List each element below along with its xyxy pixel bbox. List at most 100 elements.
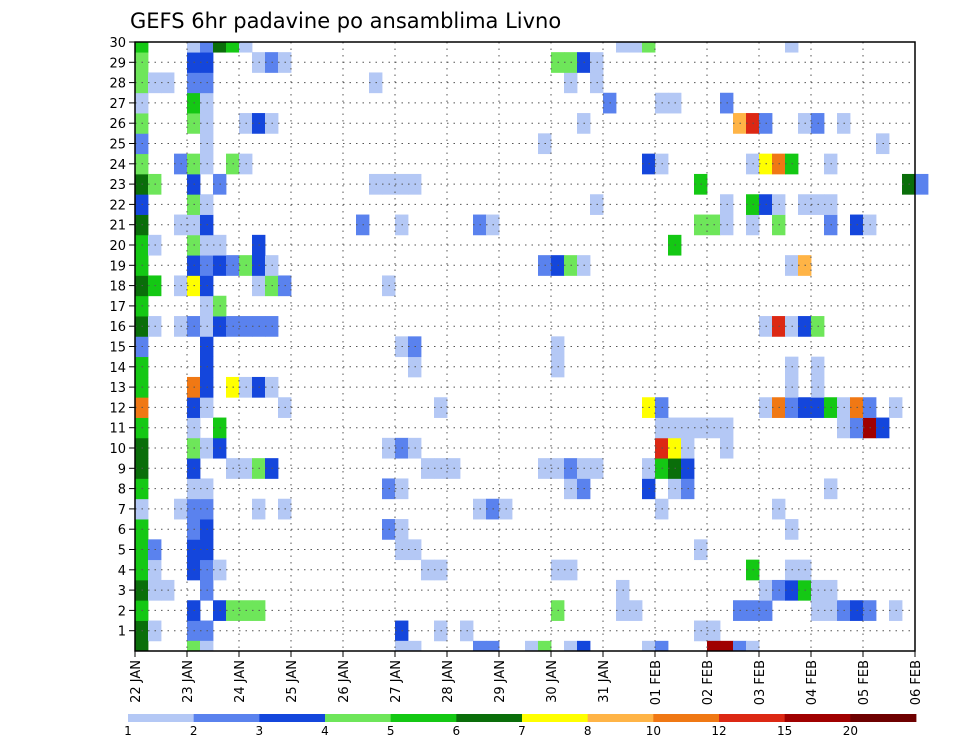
heatmap-cell [642, 640, 656, 652]
heatmap-cell [408, 640, 422, 652]
y-tick-label: 25 [109, 138, 126, 153]
heatmap-cell [187, 42, 201, 53]
legend-swatch [850, 714, 917, 722]
heatmap-cell [720, 640, 734, 652]
legend-swatch [193, 714, 260, 722]
heatmap-cell [538, 640, 552, 652]
heatmap-cell [915, 173, 929, 195]
grid-lines [135, 41, 915, 651]
legend-swatch [522, 714, 589, 722]
legend-swatch [259, 714, 326, 722]
x-tick-label: 28 JAN [441, 660, 456, 703]
x-tick-label: 02 FEB [701, 660, 716, 705]
heatmap-cell [616, 42, 630, 53]
y-tick-label: 18 [109, 280, 126, 295]
heatmap-cell [655, 640, 669, 652]
legend-swatch [390, 714, 457, 722]
y-tick-label: 12 [109, 401, 126, 416]
y-tick-label: 2 [118, 604, 126, 619]
y-tick-label: 10 [109, 442, 126, 457]
legend-label: 10 [646, 724, 661, 738]
x-tick-label: 30 JAN [545, 660, 560, 703]
legend-label: 2 [190, 724, 198, 738]
legend-label: 8 [584, 724, 592, 738]
legend-swatch [719, 714, 786, 722]
heatmap-cell [226, 42, 240, 53]
heatmap-cell [135, 42, 149, 53]
y-tick-label: 26 [109, 117, 126, 132]
heatmap-cell [187, 640, 201, 652]
heatmap-cell [733, 640, 747, 652]
x-tick-label: 05 FEB [857, 660, 872, 705]
y-tick-label: 30 [109, 36, 126, 51]
x-tick-label: 03 FEB [753, 660, 768, 705]
y-tick-label: 5 [118, 544, 126, 559]
legend-label: 3 [256, 724, 264, 738]
y-tick-label: 22 [109, 198, 126, 213]
x-tick-label: 31 JAN [597, 660, 612, 703]
heatmap-cell [473, 640, 487, 652]
y-tick-label: 15 [109, 341, 126, 356]
y-tick-label: 19 [109, 259, 126, 274]
y-tick-label: 9 [118, 462, 126, 477]
y-tick-label: 21 [109, 219, 126, 234]
y-tick-label: 7 [118, 503, 126, 518]
legend-swatch [653, 714, 720, 722]
y-tick-label: 11 [109, 422, 126, 437]
legend-label: 1 [124, 724, 132, 738]
y-tick-label: 8 [118, 483, 126, 498]
heatmap-cell [746, 640, 760, 652]
legend-swatch [784, 714, 851, 722]
heatmap-cell [577, 640, 591, 652]
y-tick-label: 27 [109, 97, 126, 112]
y-tick-label: 1 [118, 625, 126, 640]
color-legend: 1 2 3 4 5 6 7 8 10 12 15 20 [124, 714, 917, 738]
heatmap-cell [395, 640, 409, 652]
x-tick-label: 29 JAN [493, 660, 508, 703]
x-tick-label: 26 JAN [337, 660, 352, 703]
chart-title: GEFS 6hr padavine po ansamblima Livno [130, 9, 561, 33]
x-tick-label: 22 JAN [129, 660, 144, 703]
x-tick-label: 04 FEB [805, 660, 820, 705]
x-tick-label: 23 JAN [181, 660, 196, 703]
legend-label: 6 [453, 724, 461, 738]
y-tick-label: 13 [109, 381, 126, 396]
heatmap-cell [629, 42, 643, 53]
heatmap-cell [486, 640, 500, 652]
x-tick-label: 25 JAN [285, 660, 300, 703]
legend-label: 7 [518, 724, 526, 738]
heatmap-cell [707, 640, 721, 652]
y-tick-label: 24 [109, 158, 126, 173]
heatmap-cell [200, 42, 214, 53]
y-tick-label: 3 [118, 584, 126, 599]
heatmap-cell [642, 42, 656, 53]
x-tick-label: 06 FEB [909, 660, 924, 705]
legend-swatch [128, 714, 195, 722]
y-tick-label: 16 [109, 320, 126, 335]
heatmap-cell [239, 42, 253, 53]
heatmap-cell [213, 42, 227, 53]
heatmap-cell [785, 42, 799, 53]
legend-label: 20 [843, 724, 858, 738]
y-tick-label: 17 [109, 300, 126, 315]
y-tick-label: 28 [109, 77, 126, 92]
axis-ticks: 1234567891011121314151617181920212223242… [109, 36, 924, 705]
legend-swatch [587, 714, 654, 722]
legend-swatch [456, 714, 523, 722]
x-tick-label: 24 JAN [233, 660, 248, 703]
heatmap-cell [525, 640, 539, 652]
y-tick-label: 23 [109, 178, 126, 193]
y-tick-label: 20 [109, 239, 126, 254]
y-tick-label: 29 [109, 56, 126, 71]
legend-label: 5 [387, 724, 395, 738]
legend-label: 4 [321, 724, 329, 738]
x-tick-label: 27 JAN [389, 660, 404, 703]
legend-label: 12 [711, 724, 726, 738]
y-tick-label: 4 [118, 564, 126, 579]
y-tick-label: 6 [118, 523, 126, 538]
heatmap-cell [200, 640, 214, 652]
legend-swatch [325, 714, 392, 722]
legend-label: 15 [777, 724, 792, 738]
y-tick-label: 14 [109, 361, 126, 376]
